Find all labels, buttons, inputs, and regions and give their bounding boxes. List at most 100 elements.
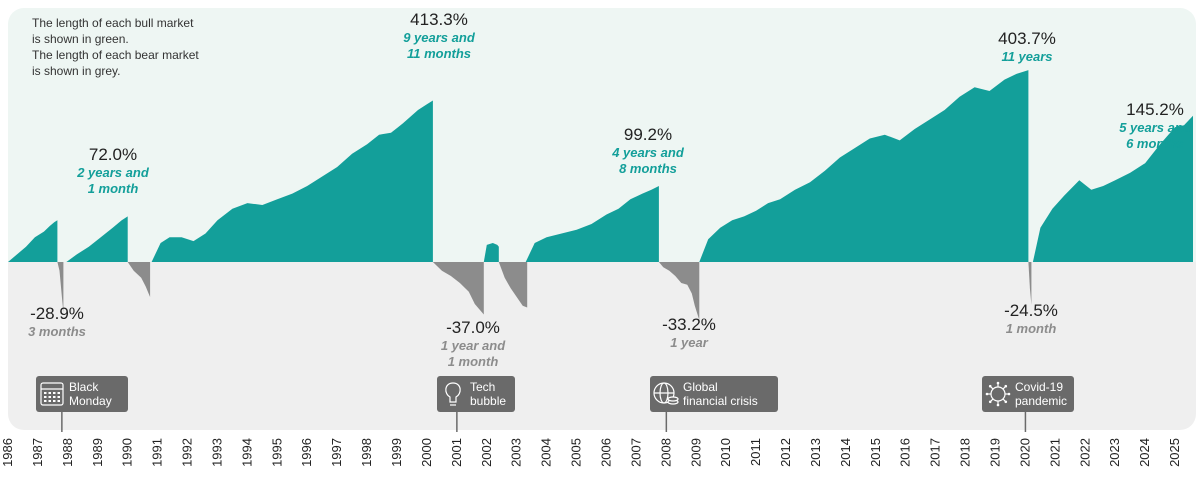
bull-market-area: [66, 216, 128, 262]
calendar-icon: [40, 382, 64, 406]
virus-spike: [990, 398, 994, 402]
legend-note-line: The length of each bear market: [32, 48, 199, 62]
x-tick-label: 1986: [0, 438, 15, 467]
x-tick-label: 1987: [30, 438, 45, 467]
x-tick-label: 1990: [120, 438, 135, 467]
annotation-duration: 8 months: [619, 161, 677, 176]
calendar-dot: [53, 400, 56, 402]
x-tick-label: 1995: [269, 438, 284, 467]
virus-spike: [990, 386, 994, 390]
x-tick-label: 2000: [419, 438, 434, 467]
bear-background: [8, 262, 1196, 430]
x-tick-label: 2023: [1107, 438, 1122, 467]
x-tick-label: 2010: [718, 438, 733, 467]
annotation-duration: 9 years and: [403, 30, 476, 45]
x-tick-label: 1991: [150, 438, 165, 467]
bear-market-area: [57, 262, 64, 313]
calendar-dot: [48, 392, 51, 394]
coin: [667, 396, 679, 402]
bull-market-area: [483, 243, 499, 262]
annotation-duration: 11 months: [407, 46, 471, 61]
virus-spike-tip: [996, 403, 1000, 407]
annotation-duration: 1 year: [670, 335, 709, 350]
x-tick-label: 2020: [1017, 438, 1032, 467]
annotation-value: -24.5%: [1004, 301, 1058, 320]
calendar-dot: [57, 396, 60, 398]
virus-spike: [1002, 398, 1006, 402]
x-tick-label: 1996: [299, 438, 314, 467]
annotation-value: 99.2%: [624, 125, 672, 144]
bear-background-top: [8, 262, 1196, 282]
event-label: Black: [69, 380, 99, 394]
annotation-value: 413.3%: [410, 10, 468, 29]
x-tick-label: 2009: [688, 438, 703, 467]
annotation-value: 145.2%: [1126, 100, 1184, 119]
annotation-duration: 1 year and: [441, 338, 506, 353]
calendar-dot: [44, 392, 47, 394]
annotation-duration: 2 years and: [76, 165, 150, 180]
virus-spike-tip: [988, 384, 992, 388]
calendar-dot: [44, 400, 47, 402]
x-tick-label: 2016: [898, 438, 913, 467]
x-tick-label: 2008: [658, 438, 673, 467]
virus-spike-tip: [985, 392, 989, 396]
virus-spike-tip: [1007, 392, 1011, 396]
event-box: [36, 376, 128, 412]
bear-market-area: [1028, 262, 1032, 305]
x-tick-label: 2019: [988, 438, 1003, 467]
x-tick-label: 1998: [359, 438, 374, 467]
calendar-dot: [48, 400, 51, 402]
annotation-value: 403.7%: [998, 29, 1056, 48]
x-tick-label: 2024: [1137, 438, 1152, 467]
x-tick-label: 2012: [778, 438, 793, 467]
x-tick-label: 2017: [928, 438, 943, 467]
bear-market-area: [658, 262, 700, 321]
virus-spike-tip: [996, 381, 1000, 385]
annotation-duration: 1 month: [88, 181, 139, 196]
event-label: bubble: [470, 394, 506, 408]
x-tick-label: 2022: [1077, 438, 1092, 467]
calendar-dot: [48, 396, 51, 398]
calendar-frame: [40, 382, 64, 406]
legend-note-line: The length of each bull market: [32, 16, 194, 30]
annotation-value: -33.2%: [662, 315, 716, 334]
x-tick-label: 2004: [539, 438, 554, 467]
annotation-duration: 11 years: [1001, 49, 1052, 64]
bulb-outline: [445, 382, 461, 403]
virus-spike-tip: [1004, 400, 1008, 404]
calendar-dot: [57, 400, 60, 402]
x-tick-label: 1997: [329, 438, 344, 467]
x-tick-label: 2001: [449, 438, 464, 467]
x-tick-label: 1999: [389, 438, 404, 467]
legend-note: The length of each bull market is shown …: [32, 15, 199, 79]
event-box: [982, 376, 1074, 412]
virus-spike-tip: [1004, 384, 1008, 388]
annotation-value: 72.0%: [89, 145, 137, 164]
bull-market-area: [151, 100, 433, 262]
x-tick-label: 1992: [180, 438, 195, 467]
x-tick-label: 2007: [628, 438, 643, 467]
x-axis: 1986 1987 1988 1989 1990 1991 1992 1993 1994 1995…: [0, 438, 1182, 467]
bear-market-area: [432, 262, 484, 315]
annotation-value: -37.0%: [446, 318, 500, 337]
x-tick-label: 1988: [60, 438, 75, 467]
legend-note-line: is shown in green.: [32, 32, 129, 46]
x-tick-label: 2013: [808, 438, 823, 467]
calendar-dot: [53, 392, 56, 394]
calendar-dot: [57, 392, 60, 394]
calendar-dot: [44, 396, 47, 398]
x-tick-label: 1993: [209, 438, 224, 467]
bear-market-area: [127, 262, 151, 297]
calendar-dot: [53, 396, 56, 398]
bull-market-area: [8, 220, 58, 262]
x-tick-label: 2006: [598, 438, 613, 467]
event-label: pandemic: [1015, 394, 1067, 408]
event-label: Covid-19: [1015, 380, 1063, 394]
virus-spike-tip: [988, 400, 992, 404]
bull-market-area: [699, 70, 1029, 262]
